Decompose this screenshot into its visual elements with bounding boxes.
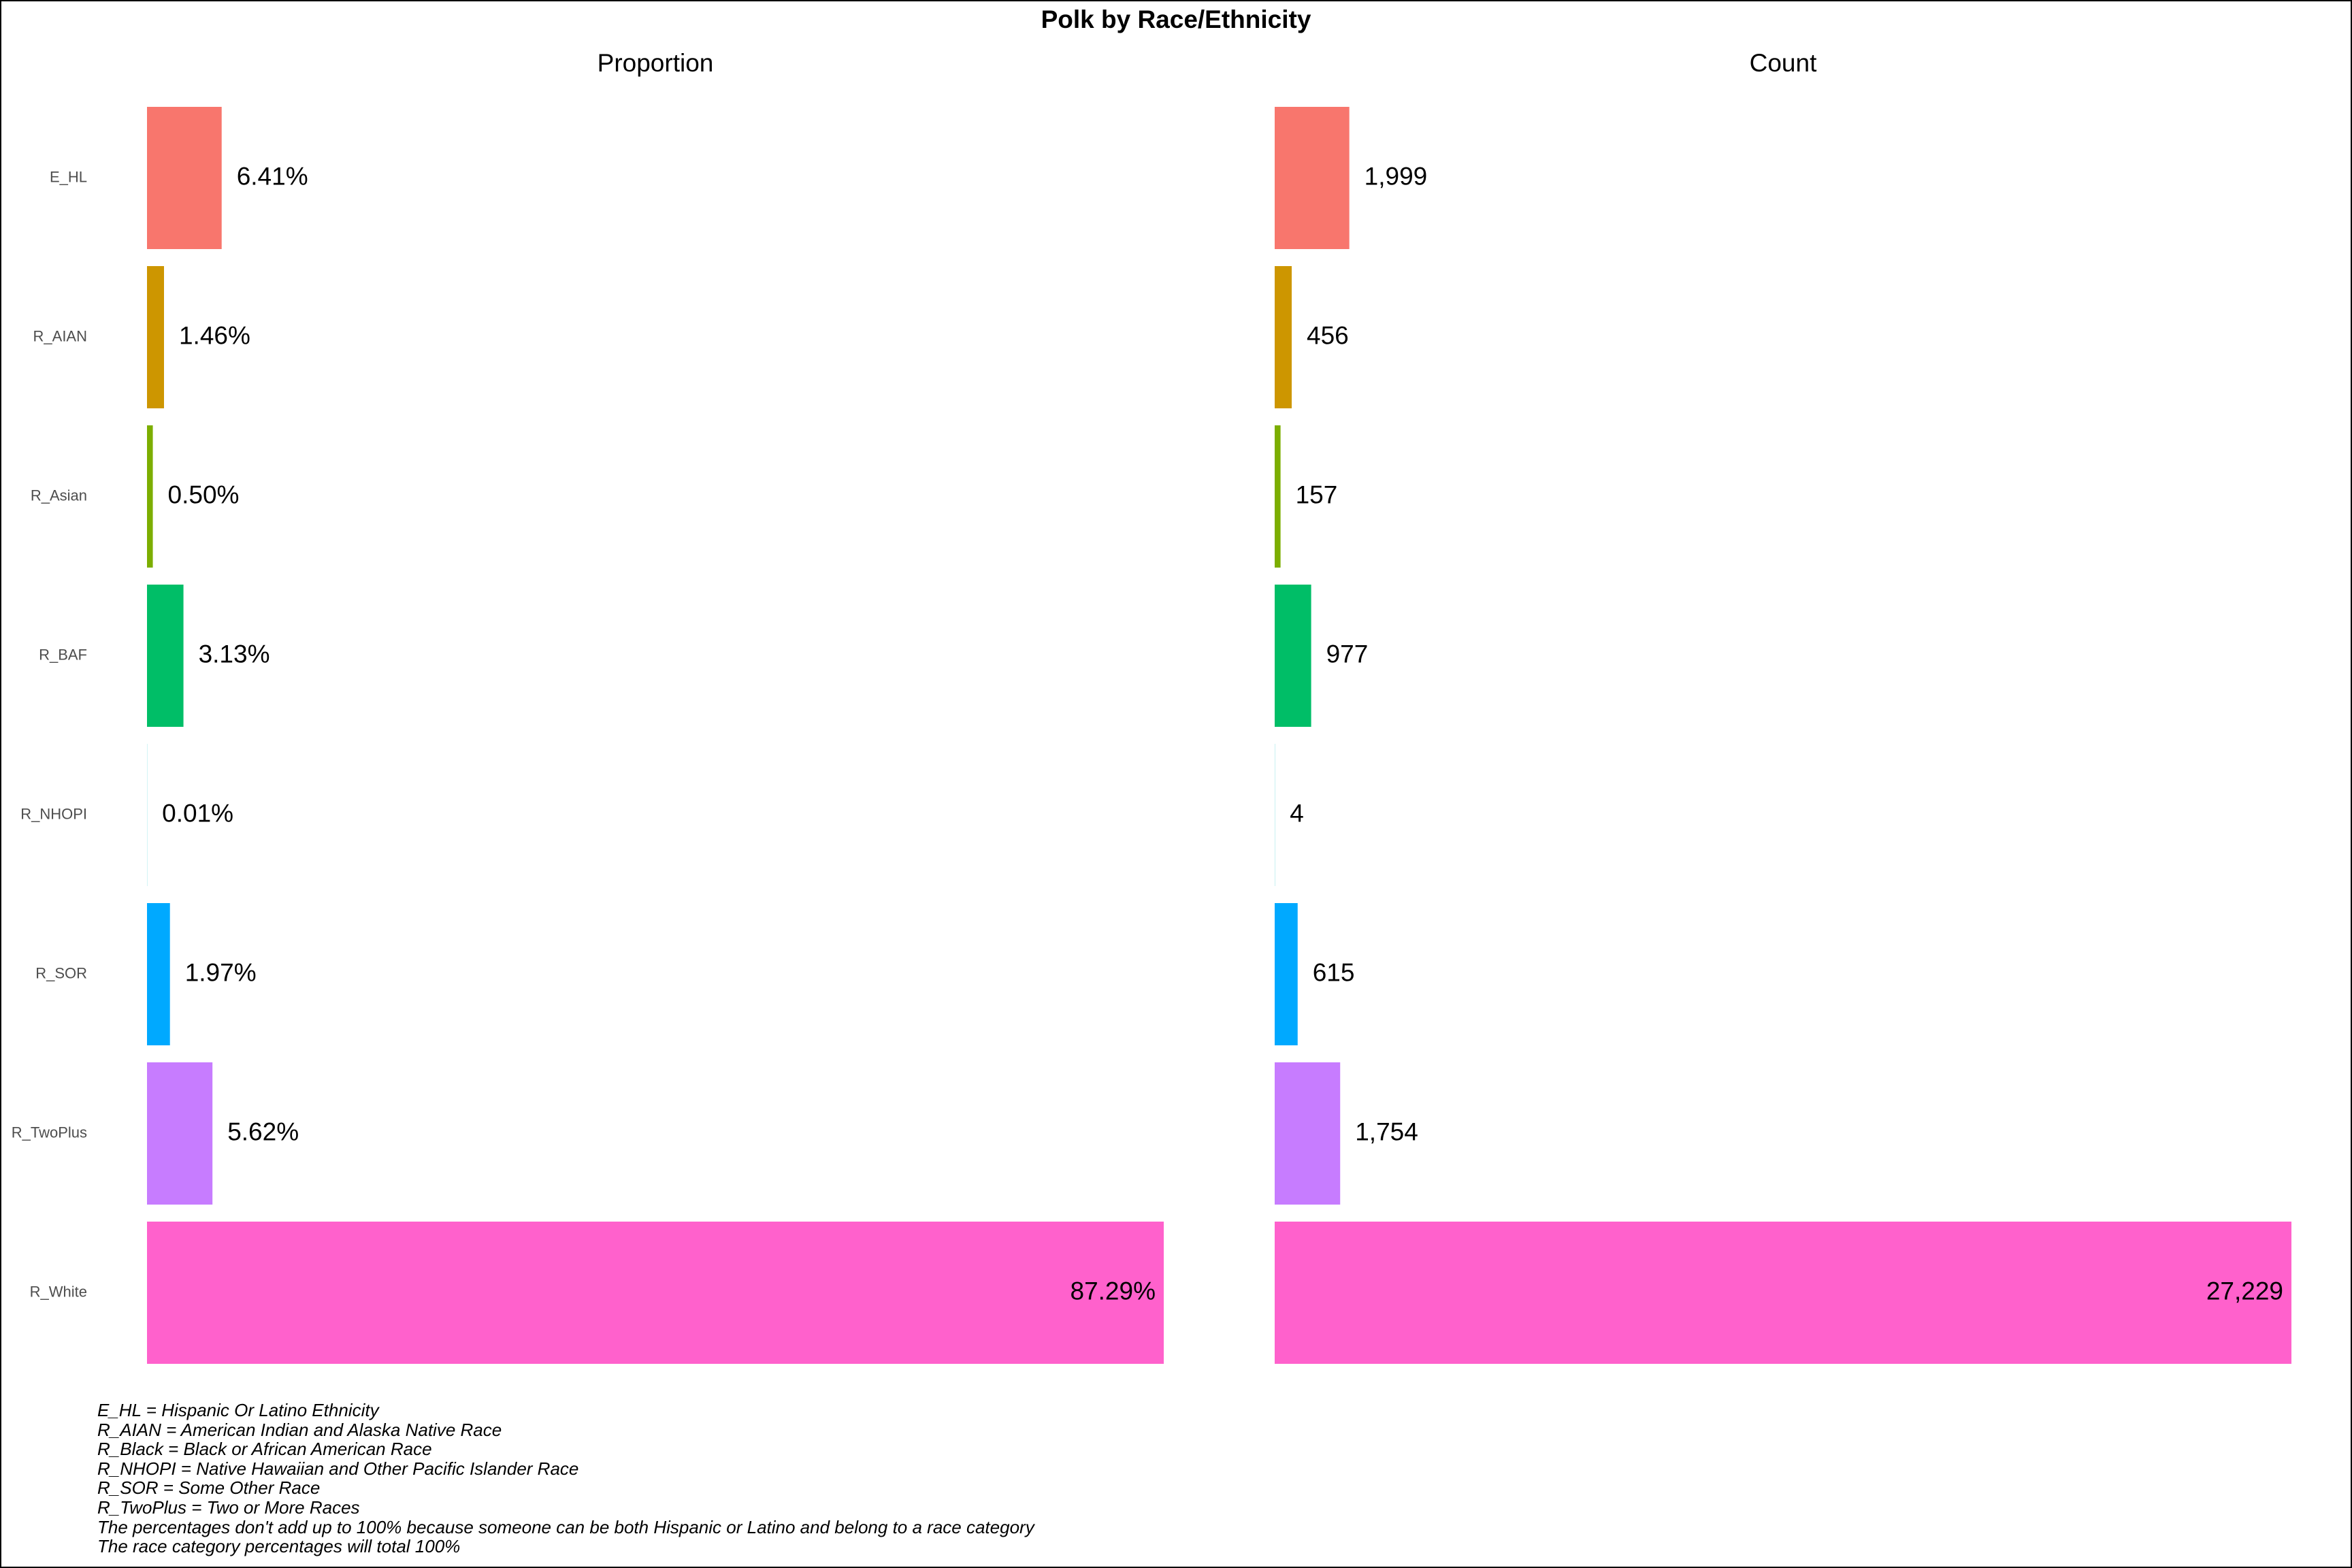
value-label-count-r-sor: 615	[1313, 958, 1355, 986]
bar-count-e-hl	[1275, 107, 1350, 249]
value-label-count-r-aian: 456	[1307, 321, 1349, 349]
value-label-count-r-baf: 977	[1326, 640, 1369, 668]
value-label-proportion-r-asian: 0.50%	[168, 480, 240, 508]
footnote-line: R_NHOPI = Native Hawaiian and Other Paci…	[97, 1458, 579, 1479]
footnote-line: R_Black = Black or African American Race	[97, 1439, 432, 1460]
bar-proportion-r-baf	[147, 585, 184, 727]
bar-proportion-r-twoplus	[147, 1062, 213, 1205]
footnote-line: R_AIAN = American Indian and Alaska Nati…	[97, 1419, 502, 1440]
bar-count-r-sor	[1275, 903, 1298, 1045]
bar-count-r-baf	[1275, 585, 1311, 727]
category-label-r-baf: R_BAF	[39, 646, 87, 663]
panel-title-proportion: Proportion	[597, 49, 714, 77]
category-label-r-asian: R_Asian	[31, 487, 87, 504]
value-label-count-r-white: 27,229	[2206, 1277, 2283, 1305]
value-label-count-r-twoplus: 1,754	[1355, 1117, 1418, 1145]
value-label-proportion-r-aian: 1.46%	[179, 321, 250, 349]
bar-count-r-white	[1275, 1222, 2291, 1364]
value-label-proportion-e-hl: 6.41%	[237, 162, 308, 190]
value-label-proportion-r-baf: 3.13%	[199, 640, 270, 668]
panel-title-count: Count	[1749, 49, 1817, 77]
category-label-r-twoplus: R_TwoPlus	[12, 1124, 87, 1141]
category-label-r-aian: R_AIAN	[33, 327, 87, 344]
bar-count-r-asian	[1275, 425, 1281, 568]
bar-count-r-aian	[1275, 266, 1292, 408]
value-label-proportion-r-nhopi: 0.01%	[162, 799, 233, 827]
value-label-proportion-r-sor: 1.97%	[185, 958, 257, 986]
bar-count-r-twoplus	[1275, 1062, 1341, 1205]
bar-proportion-e-hl	[147, 107, 222, 249]
footnote-line: The race category percentages will total…	[97, 1536, 461, 1557]
chart-title: Polk by Race/Ethnicity	[1041, 5, 1311, 33]
value-label-proportion-r-twoplus: 5.62%	[227, 1117, 299, 1145]
footnote-line: R_TwoPlus = Two or More Races	[97, 1497, 360, 1518]
value-label-count-e-hl: 1,999	[1365, 162, 1428, 190]
bar-proportion-r-white	[147, 1222, 1164, 1364]
footnote-line: R_SOR = Some Other Race	[97, 1477, 321, 1499]
bar-proportion-r-aian	[147, 266, 164, 408]
footnote-line: The percentages don't add up to 100% bec…	[97, 1516, 1034, 1537]
category-label-r-sor: R_SOR	[35, 964, 87, 981]
bar-proportion-r-sor	[147, 903, 170, 1045]
bar-proportion-r-asian	[147, 425, 153, 568]
footnote-line: E_HL = Hispanic Or Latino Ethnicity	[97, 1400, 379, 1420]
value-label-count-r-asian: 157	[1296, 480, 1338, 508]
footnotes: E_HL = Hispanic Or Latino Ethnicity R_AI…	[97, 1401, 1034, 1556]
category-label-r-white: R_White	[30, 1283, 87, 1300]
value-label-proportion-r-white: 87.29%	[1071, 1277, 1156, 1305]
value-label-count-r-nhopi: 4	[1290, 799, 1304, 827]
category-label-e-hl: E_HL	[50, 168, 87, 185]
category-label-r-nhopi: R_NHOPI	[20, 805, 87, 822]
